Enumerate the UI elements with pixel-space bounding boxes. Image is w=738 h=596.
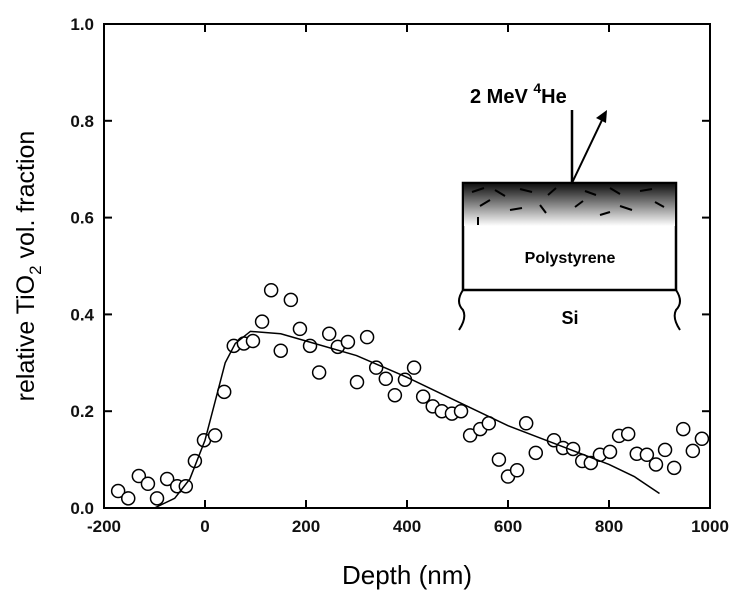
data-point (583, 455, 599, 471)
data-point (518, 416, 534, 431)
data-point (207, 428, 223, 443)
y-tick-label: 0.0 (70, 499, 94, 518)
y-label-part: relative TiO (12, 275, 40, 401)
data-point (368, 360, 384, 375)
beam-energy: 2 MeV (470, 86, 533, 108)
data-point (263, 282, 279, 298)
data-point (453, 403, 469, 419)
x-tick-label: 0 (200, 517, 209, 536)
x-axis-label: Depth (nm) (342, 560, 472, 590)
y-tick-label: 0.2 (70, 402, 94, 421)
beam-ion: He (541, 86, 567, 108)
inset: 2 MeV 4He Polystyrene Si (458, 80, 681, 331)
beam-label: 2 MeV 4He (470, 80, 567, 108)
data-point (657, 442, 673, 458)
data-point (110, 483, 126, 499)
y-tick-label: 0.6 (70, 209, 94, 228)
x-tick-label: 200 (292, 517, 320, 536)
y-tick-label: 1.0 (70, 15, 94, 34)
substrate-edges (458, 289, 681, 331)
data-point (140, 476, 156, 492)
x-tick-label: 800 (595, 517, 623, 536)
data-point (254, 314, 270, 329)
data-point (216, 384, 232, 400)
data-point (620, 426, 636, 442)
data-point (602, 444, 618, 460)
film-gradient (464, 184, 675, 226)
data-point (283, 292, 299, 308)
data-point (359, 329, 375, 345)
data-point (685, 443, 701, 459)
data-point (321, 326, 337, 342)
film-label: Polystyrene (525, 250, 616, 267)
y-tick-label: 0.4 (70, 305, 94, 324)
data-point (528, 445, 544, 461)
x-tick-label: 600 (494, 517, 522, 536)
data-point (406, 360, 422, 375)
beam-isotope: 4 (533, 80, 541, 96)
data-point (387, 387, 403, 403)
scattered-beam (571, 117, 604, 184)
data-point (648, 457, 664, 472)
data-point (340, 334, 356, 350)
x-tick-label: 1000 (691, 517, 729, 536)
data-point (273, 343, 288, 358)
data-point (131, 468, 147, 484)
data-point (666, 460, 682, 476)
data-point (311, 365, 327, 380)
y-tick-label: 0.8 (70, 112, 94, 131)
data-point (378, 371, 394, 387)
substrate-label: Si (561, 308, 578, 328)
y-label-part: vol. fraction (12, 131, 40, 266)
x-tick-label: 400 (393, 517, 421, 536)
data-point (292, 321, 308, 337)
y-axis-label: relative TiO2 vol. fraction (12, 131, 45, 402)
data-point (509, 462, 525, 478)
y-label-subscript: 2 (26, 265, 45, 274)
fit-line (154, 330, 660, 509)
data-point (491, 452, 507, 467)
data-point (675, 421, 691, 437)
data-point (245, 333, 261, 349)
x-tick-label: -200 (87, 517, 121, 536)
data-point (120, 491, 136, 506)
particles (471, 187, 665, 225)
data-point (694, 431, 710, 447)
arrow-head (596, 110, 607, 123)
data-point (149, 491, 165, 506)
data-point (159, 471, 175, 487)
data-point (349, 374, 365, 390)
data-point (415, 389, 431, 404)
data-point (639, 447, 655, 463)
